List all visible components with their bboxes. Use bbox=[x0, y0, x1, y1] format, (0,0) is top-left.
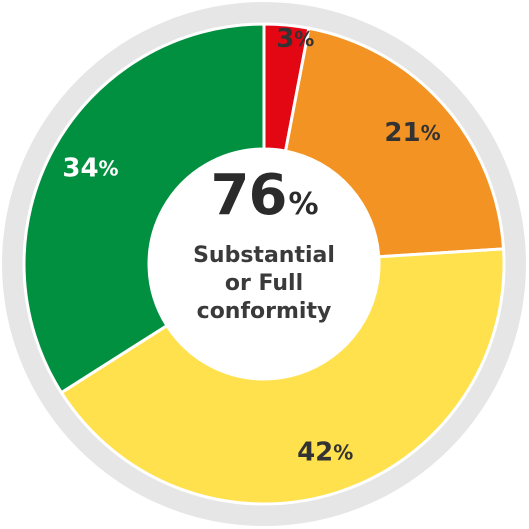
slice-label-percent-sign: % bbox=[99, 157, 119, 181]
slice-label-number: 42 bbox=[297, 437, 333, 467]
slice-label-percent-sign: % bbox=[294, 27, 314, 51]
slice-label-percent-sign: % bbox=[421, 121, 441, 145]
center-value-number: 76 bbox=[210, 163, 288, 228]
center-value-unit: % bbox=[288, 187, 318, 222]
center-value: 76% bbox=[164, 165, 364, 236]
center-caption-line-1: Substantial bbox=[193, 243, 335, 268]
slice-42-percent bbox=[59, 247, 506, 506]
slice-labels-group: 3%21%42%34% bbox=[62, 24, 440, 467]
slice-label-number: 34 bbox=[62, 154, 98, 184]
slice-label-3-percent: 3% bbox=[276, 24, 314, 54]
center-summary: 76% Substantial or Full conformity bbox=[164, 165, 364, 326]
center-caption-line-3: conformity bbox=[196, 299, 332, 324]
slice-label-number: 3 bbox=[276, 24, 294, 54]
slice-label-number: 21 bbox=[384, 118, 420, 148]
center-hole bbox=[149, 149, 379, 379]
slice-label-34-percent: 34% bbox=[62, 154, 118, 184]
slice-label-21-percent: 21% bbox=[384, 118, 440, 148]
slice-label-percent-sign: % bbox=[333, 440, 353, 464]
center-caption-line-2: or Full bbox=[224, 271, 304, 296]
slices-group bbox=[22, 22, 506, 506]
slice-label-42-percent: 42% bbox=[297, 437, 353, 467]
center-caption: Substantial or Full conformity bbox=[164, 242, 364, 326]
